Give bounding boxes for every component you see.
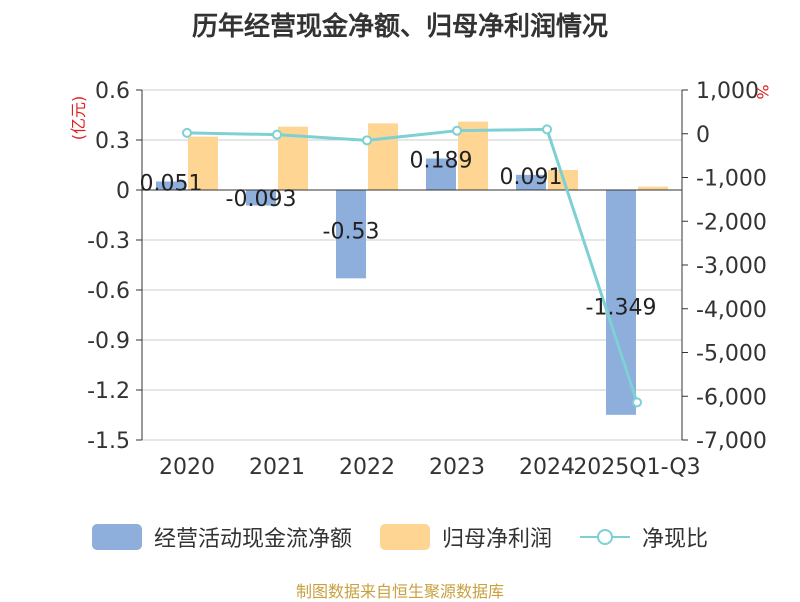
bar-cash-2024 bbox=[516, 174, 546, 190]
bar-cash-2022 bbox=[336, 190, 366, 279]
y-left-tick-label: -1.2 bbox=[87, 379, 130, 404]
chart-title: 历年经营现金净额、归母净利润情况 bbox=[191, 12, 608, 42]
y-right-tick-label: -2,000 bbox=[696, 210, 767, 235]
legend-item-cash[interactable]: 经营活动现金流净额 bbox=[91, 521, 352, 553]
data-label-cash: 0.189 bbox=[410, 149, 473, 174]
legend-label-cash: 经营活动现金流净额 bbox=[153, 527, 352, 552]
y-right-tick-label: -7,000 bbox=[696, 429, 767, 454]
y-left-unit: (亿元) bbox=[69, 96, 88, 141]
y-right-tick-label: 0 bbox=[696, 123, 710, 148]
legend-swatch-profit bbox=[379, 524, 430, 550]
y-left-tick-label: 0.6 bbox=[95, 79, 130, 104]
legend-swatch-ratio bbox=[580, 524, 630, 550]
bar-cash-2021 bbox=[246, 190, 276, 206]
y-right-tick-label: -6,000 bbox=[696, 385, 767, 410]
data-label-cash: -0.093 bbox=[226, 187, 297, 212]
y-right-tick-label: -4,000 bbox=[696, 298, 767, 323]
y-left-tick-label: 0 bbox=[116, 179, 130, 204]
bar-cash-2025Q1-Q3 bbox=[606, 190, 636, 415]
x-tick-label: 2025Q1-Q3 bbox=[573, 455, 700, 480]
ratio-point-2025Q1-Q3 bbox=[632, 397, 642, 408]
x-tick-label: 2020 bbox=[159, 455, 215, 480]
ratio-point-2020 bbox=[182, 127, 192, 138]
y-left-tick-label: 0.3 bbox=[95, 129, 130, 154]
ratio-line bbox=[186, 127, 639, 403]
legend-label-ratio: 净现比 bbox=[642, 527, 709, 552]
data-label-cash: -0.53 bbox=[323, 219, 380, 244]
x-tick-label: 2024 bbox=[519, 455, 575, 480]
legend-item-profit[interactable]: 归母净利润 bbox=[379, 521, 552, 553]
y-left-tick-label: -1.5 bbox=[87, 429, 130, 454]
data-source: 制图数据来自恒生聚源数据库 bbox=[295, 582, 504, 601]
legend-swatch-cash bbox=[91, 524, 142, 550]
bar-profit-2023 bbox=[458, 121, 488, 190]
ratio-point-2021 bbox=[272, 129, 282, 140]
data-label-cash: 0.051 bbox=[140, 172, 203, 197]
x-tick-label: 2023 bbox=[429, 455, 485, 480]
ratio-point-2024 bbox=[542, 124, 552, 135]
x-tick-label: 2022 bbox=[339, 455, 395, 480]
y-left-tick-label: -0.3 bbox=[87, 229, 130, 254]
legend-label-profit: 归母净利润 bbox=[441, 527, 552, 552]
y-right-tick-label: -1,000 bbox=[696, 167, 767, 192]
bar-profit-2025Q1-Q3 bbox=[638, 186, 668, 190]
data-label-cash: 0.091 bbox=[500, 165, 563, 190]
y-right-unit: % bbox=[753, 84, 772, 99]
legend-item-ratio[interactable]: 净现比 bbox=[580, 521, 708, 553]
bar-cash-2020 bbox=[156, 181, 186, 190]
legend: 经营活动现金流净额 归母净利润 净现比 bbox=[0, 520, 800, 554]
ratio-point-2023 bbox=[452, 125, 462, 136]
y-right-tick-label: -5,000 bbox=[696, 342, 767, 367]
y-right-tick-label: -3,000 bbox=[696, 254, 767, 279]
y-right-tick-label: 1,000 bbox=[696, 79, 759, 104]
bar-profit-2022 bbox=[368, 123, 398, 190]
ratio-point-2022 bbox=[362, 135, 372, 146]
data-label-cash: -1.349 bbox=[586, 296, 657, 321]
x-tick-label: 2021 bbox=[249, 455, 305, 480]
bar-profit-2020 bbox=[188, 136, 218, 190]
y-left-tick-label: -0.6 bbox=[87, 279, 130, 304]
y-left-tick-label: -0.9 bbox=[87, 329, 130, 354]
bar-cash-2023 bbox=[426, 158, 456, 190]
